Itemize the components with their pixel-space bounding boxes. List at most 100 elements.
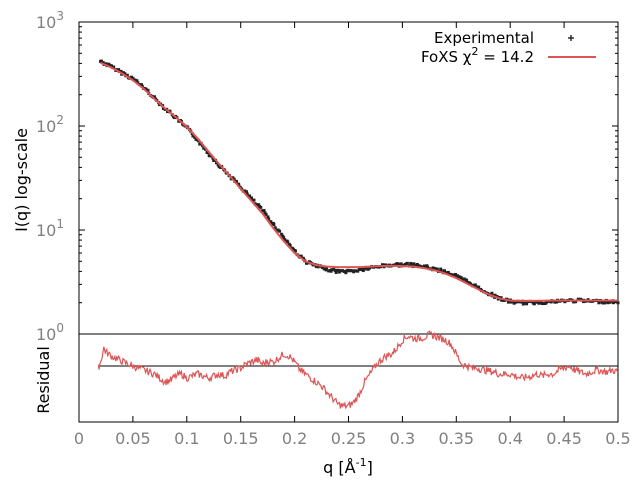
experimental-point bbox=[368, 266, 372, 270]
experimental-point bbox=[119, 69, 123, 73]
y-tick-exp: 0 bbox=[56, 321, 64, 335]
experimental-point bbox=[602, 301, 606, 305]
y-tick-exp: 1 bbox=[56, 217, 64, 231]
experimental-point bbox=[262, 208, 266, 212]
legend-label-foxs-end: = 14.2 bbox=[478, 48, 534, 66]
x-axis-label: q [Å-1] bbox=[323, 456, 373, 477]
experimental-point bbox=[123, 72, 127, 76]
experimental-point bbox=[212, 158, 216, 162]
legend-label-foxs-main: FoXS χ bbox=[421, 48, 472, 66]
experimental-point bbox=[395, 262, 399, 266]
experimental-point bbox=[161, 107, 165, 111]
experimental-point bbox=[364, 266, 368, 270]
experimental-point bbox=[519, 300, 523, 304]
experimental-point bbox=[252, 198, 256, 202]
experimental-point bbox=[131, 76, 135, 80]
experimental-point bbox=[539, 301, 543, 305]
experimental-point bbox=[288, 243, 292, 247]
y-tick-base: 10 bbox=[36, 325, 56, 344]
experimental-point bbox=[431, 266, 435, 270]
y-tick-base: 10 bbox=[36, 13, 56, 32]
x-tick-label: 0.15 bbox=[223, 429, 259, 448]
experimental-point bbox=[249, 196, 253, 200]
experimental-point bbox=[466, 280, 470, 284]
experimental-point bbox=[248, 194, 252, 198]
experimental-point bbox=[396, 262, 400, 266]
experimental-point bbox=[606, 301, 610, 305]
experimental-point bbox=[399, 262, 403, 266]
experimental-point bbox=[207, 154, 211, 158]
experimental-point bbox=[177, 119, 181, 123]
experimental-point bbox=[608, 300, 612, 304]
experimental-point bbox=[532, 302, 536, 306]
experimental-point bbox=[267, 217, 271, 221]
experimental-point bbox=[525, 302, 529, 306]
experimental-point bbox=[362, 267, 366, 271]
experimental-point bbox=[333, 268, 337, 272]
experimental-point bbox=[266, 215, 270, 219]
x-tick-label: 0.25 bbox=[331, 429, 367, 448]
legend-marker-experimental bbox=[568, 35, 574, 41]
experimental-point bbox=[259, 205, 263, 209]
experimental-point bbox=[424, 265, 428, 269]
experimental-point bbox=[144, 87, 148, 91]
experimental-point bbox=[135, 79, 139, 83]
experimental-point bbox=[299, 254, 303, 258]
experimental-point bbox=[490, 291, 494, 295]
experimental-point bbox=[459, 276, 463, 280]
experimental-point bbox=[571, 300, 575, 304]
experimental-point bbox=[324, 268, 328, 272]
experimental-point bbox=[214, 161, 218, 165]
experimental-point bbox=[263, 211, 267, 215]
plot-frames bbox=[78, 21, 619, 423]
x-tick-label: 0.1 bbox=[174, 429, 199, 448]
foxs-fit-line bbox=[100, 61, 618, 302]
legend-label-experimental: Experimental bbox=[434, 29, 534, 47]
x-tick-label: 0.35 bbox=[438, 429, 474, 448]
experimental-point bbox=[270, 221, 274, 225]
experimental-point bbox=[535, 300, 539, 304]
experimental-point bbox=[473, 283, 477, 287]
experimental-point bbox=[472, 283, 476, 287]
residual-panel-data bbox=[97, 330, 619, 410]
x-tick-label: 0 bbox=[74, 429, 84, 448]
experimental-point bbox=[280, 232, 284, 236]
experimental-point bbox=[264, 212, 268, 216]
y-tick-exp: 3 bbox=[56, 9, 64, 23]
y-tick-base: 10 bbox=[36, 221, 56, 240]
experimental-point bbox=[493, 293, 497, 297]
experimental-point bbox=[243, 189, 247, 193]
experimental-point bbox=[329, 269, 333, 273]
experimental-point bbox=[499, 296, 503, 300]
experimental-point bbox=[403, 262, 407, 266]
experimental-point bbox=[344, 271, 348, 275]
x-axis-label-sup: -1 bbox=[356, 456, 367, 469]
experimental-point bbox=[244, 190, 248, 194]
experimental-point bbox=[414, 264, 418, 268]
experimental-point bbox=[193, 135, 197, 139]
experimental-point bbox=[110, 64, 114, 68]
intensity-panel-data bbox=[99, 59, 620, 306]
experimental-point bbox=[260, 209, 264, 213]
experimental-point bbox=[194, 137, 198, 141]
experimental-point bbox=[446, 270, 450, 274]
y-tick-label: 100 bbox=[36, 321, 64, 344]
experimental-point bbox=[305, 261, 309, 265]
experimental-point bbox=[99, 59, 103, 63]
experimental-point bbox=[350, 269, 354, 273]
x-tick-label: 0.3 bbox=[390, 429, 415, 448]
experimental-point bbox=[245, 192, 249, 196]
experimental-point bbox=[465, 278, 469, 282]
y-tick-exp: 2 bbox=[56, 113, 64, 127]
experimental-point bbox=[232, 177, 236, 181]
x-tick-label: 0.45 bbox=[546, 429, 582, 448]
experimental-point bbox=[269, 220, 273, 224]
experimental-point bbox=[140, 84, 144, 88]
experimental-point bbox=[216, 163, 220, 167]
experimental-point bbox=[255, 203, 259, 207]
x-tick-label: 0.2 bbox=[282, 429, 307, 448]
experimental-point bbox=[616, 301, 620, 305]
experimental-point bbox=[322, 267, 326, 271]
experimental-point bbox=[540, 302, 544, 306]
experimental-point bbox=[574, 300, 578, 304]
